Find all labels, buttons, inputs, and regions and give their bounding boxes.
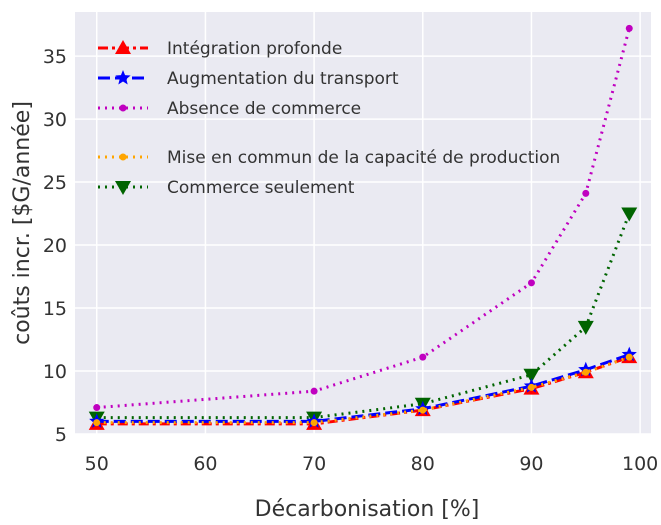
series-line (96, 27, 631, 410)
tick-labels: 50 60 70 80 90 100 5 10 15 20 25 30 35 (43, 46, 658, 475)
y-tick-label: 10 (43, 361, 67, 383)
plot-area (75, 12, 651, 434)
x-tick-label: 50 (85, 453, 109, 475)
y-tick-label: 15 (43, 298, 67, 320)
data-point (523, 368, 540, 383)
legend-label: Absence de commerce (167, 99, 361, 119)
x-tick-label: 100 (622, 453, 658, 475)
legend-entry: Absence de commerce (98, 99, 361, 119)
y-tick-label: 35 (43, 46, 67, 68)
series-line (96, 353, 630, 423)
data-point (582, 189, 590, 197)
legend-entry: Augmentation du transport (98, 69, 399, 89)
series-line (96, 213, 631, 420)
x-tick-label: 60 (193, 453, 217, 475)
legend-entry: Mise en commun de la capacité de product… (98, 148, 560, 168)
series-2 (93, 24, 633, 412)
legend-marker (115, 181, 131, 195)
data-point (625, 353, 633, 361)
y-tick-label: 20 (43, 235, 67, 257)
data-point (310, 387, 318, 395)
grid-lines (75, 12, 651, 435)
x-axis-label: Décarbonisation [%] (255, 497, 480, 522)
y-tick-label: 5 (55, 424, 67, 446)
x-tick-label: 90 (519, 453, 543, 475)
y-axis-label: coûts incr. [$G/année] (10, 101, 35, 345)
data-point (93, 419, 101, 427)
data-point (310, 419, 318, 427)
legend-marker (119, 104, 127, 112)
data-point (419, 406, 427, 414)
data-point (577, 320, 594, 335)
legend-marker (115, 70, 131, 85)
legend-label: Intégration profonde (167, 39, 342, 59)
x-tick-label: 70 (302, 453, 326, 475)
data-point (621, 207, 638, 222)
data-point (93, 404, 101, 412)
data-point (582, 368, 590, 376)
series-line (96, 355, 630, 426)
legend-entry: Intégration profonde (98, 39, 342, 59)
legend-marker (119, 153, 127, 161)
legend-entry: Commerce seulement (98, 178, 355, 198)
data-point (527, 279, 535, 287)
data-point (527, 383, 535, 391)
y-tick-label: 25 (43, 172, 67, 194)
legend-label: Augmentation du transport (167, 69, 399, 89)
data-point (419, 353, 427, 361)
legend-label: Mise en commun de la capacité de product… (167, 148, 560, 168)
series-3 (93, 353, 633, 427)
series-layer (88, 24, 638, 430)
y-tick-label: 30 (43, 109, 67, 131)
x-tick-label: 80 (411, 453, 435, 475)
legend-marker (115, 40, 131, 54)
legend-label: Commerce seulement (167, 178, 355, 198)
data-point (625, 24, 633, 32)
legend: Intégration profonde Augmentation du tran… (98, 39, 560, 198)
